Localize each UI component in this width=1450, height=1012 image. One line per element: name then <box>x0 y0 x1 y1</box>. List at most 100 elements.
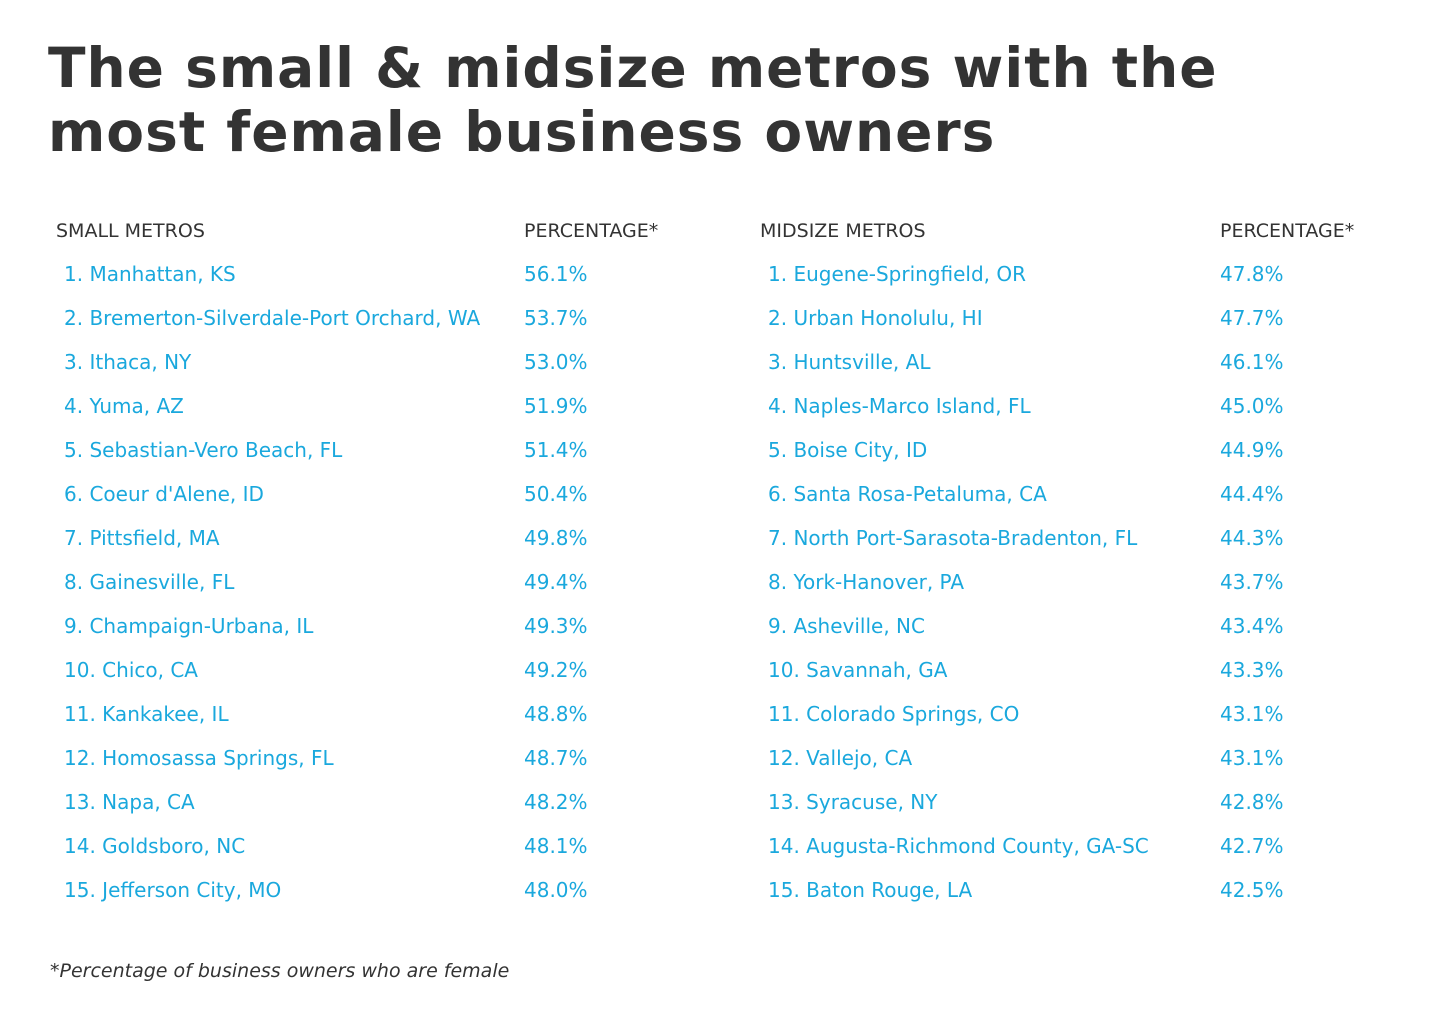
metro-label: Goldsboro, NC <box>102 834 246 858</box>
percentage-value: 48.0% <box>524 878 588 902</box>
rank-number: 6. <box>64 482 84 506</box>
percentage-value: 51.9% <box>524 394 588 418</box>
percentage-value: 44.4% <box>1220 482 1284 506</box>
percentage-value: 43.7% <box>1220 570 1284 594</box>
percentage-value: 42.8% <box>1220 790 1284 814</box>
metro-label: Naples-Marco Island, FL <box>793 394 1031 418</box>
rank-number: 8. <box>768 570 788 594</box>
rank-number: 9. <box>64 614 84 638</box>
metro-name: 7. North Port-Sarasota-Bradenton, FL <box>768 516 1137 560</box>
percentage-value: 48.8% <box>524 702 588 726</box>
rank-number: 3. <box>768 350 788 374</box>
percentage-value: 43.1% <box>1220 702 1284 726</box>
percentage-value: 56.1% <box>524 262 588 286</box>
rank-number: 14. <box>64 834 96 858</box>
percentage-value: 48.7% <box>524 746 588 770</box>
rank-number: 12. <box>768 746 800 770</box>
metro-label: Vallejo, CA <box>806 746 913 770</box>
metro-name: 5. Boise City, ID <box>768 428 927 472</box>
metro-name: 11. Colorado Springs, CO <box>768 692 1019 736</box>
metro-label: Kankakee, IL <box>102 702 229 726</box>
metro-name: 7. Pittsfield, MA <box>64 516 220 560</box>
metro-name: 13. Napa, CA <box>64 780 195 824</box>
rank-number: 7. <box>768 526 788 550</box>
metro-name: 15. Baton Rouge, LA <box>768 868 972 912</box>
metro-label: Boise City, ID <box>793 438 928 462</box>
metro-name: 5. Sebastian-Vero Beach, FL <box>64 428 342 472</box>
percentage-value: 48.2% <box>524 790 588 814</box>
percentage-value: 49.3% <box>524 614 588 638</box>
percentage-value: 47.7% <box>1220 306 1284 330</box>
rank-number: 6. <box>768 482 788 506</box>
rank-number: 10. <box>64 658 96 682</box>
percentage-value: 43.4% <box>1220 614 1284 638</box>
rank-number: 4. <box>64 394 84 418</box>
rank-number: 9. <box>768 614 788 638</box>
rank-number: 15. <box>64 878 96 902</box>
percentage-value: 49.4% <box>524 570 588 594</box>
metro-name: 1. Manhattan, KS <box>64 252 236 296</box>
rank-number: 1. <box>768 262 788 286</box>
percentage-value: 45.0% <box>1220 394 1284 418</box>
rank-number: 10. <box>768 658 800 682</box>
column-header-percentage: PERCENTAGE* <box>524 220 659 242</box>
rank-number: 13. <box>768 790 800 814</box>
footnote: *Percentage of business owners who are f… <box>50 960 510 982</box>
percentage-value: 49.2% <box>524 658 588 682</box>
percentage-value: 49.8% <box>524 526 588 550</box>
metro-label: Savannah, GA <box>806 658 948 682</box>
metro-label: North Port-Sarasota-Bradenton, FL <box>793 526 1138 550</box>
metro-name: 10. Savannah, GA <box>768 648 947 692</box>
rank-number: 8. <box>64 570 84 594</box>
metro-name: 8. Gainesville, FL <box>64 560 234 604</box>
metro-name: 15. Jefferson City, MO <box>64 868 281 912</box>
rank-number: 2. <box>768 306 788 330</box>
rank-number: 3. <box>64 350 84 374</box>
rank-number: 5. <box>64 438 84 462</box>
percentage-value: 47.8% <box>1220 262 1284 286</box>
metro-label: Napa, CA <box>102 790 195 814</box>
percentage-value: 53.0% <box>524 350 588 374</box>
metro-label: Huntsville, AL <box>793 350 931 374</box>
rank-number: 5. <box>768 438 788 462</box>
metro-name: 9. Asheville, NC <box>768 604 925 648</box>
metro-name: 2. Bremerton-Silverdale-Port Orchard, WA <box>64 296 480 340</box>
metro-label: Manhattan, KS <box>89 262 236 286</box>
metro-name: 10. Chico, CA <box>64 648 198 692</box>
percentage-value: 48.1% <box>524 834 588 858</box>
rank-number: 11. <box>768 702 800 726</box>
percentage-value: 42.5% <box>1220 878 1284 902</box>
metro-name: 11. Kankakee, IL <box>64 692 229 736</box>
rank-number: 12. <box>64 746 96 770</box>
metro-label: Gainesville, FL <box>89 570 235 594</box>
metro-label: Bremerton-Silverdale-Port Orchard, WA <box>89 306 481 330</box>
metro-name: 14. Goldsboro, NC <box>64 824 245 868</box>
metro-label: Baton Rouge, LA <box>806 878 973 902</box>
metro-label: Asheville, NC <box>793 614 925 638</box>
metro-label: Sebastian-Vero Beach, FL <box>89 438 343 462</box>
metro-name: 9. Champaign-Urbana, IL <box>64 604 313 648</box>
percentage-value: 42.7% <box>1220 834 1284 858</box>
rank-number: 14. <box>768 834 800 858</box>
column-header-metro: MIDSIZE METROS <box>760 220 926 242</box>
metro-label: Urban Honolulu, HI <box>793 306 983 330</box>
metro-name: 8. York-Hanover, PA <box>768 560 964 604</box>
rank-number: 4. <box>768 394 788 418</box>
metro-label: Champaign-Urbana, IL <box>89 614 314 638</box>
chart-title: The small & midsize metros with the most… <box>48 36 1218 164</box>
metro-name: 6. Santa Rosa-Petaluma, CA <box>768 472 1047 516</box>
rank-number: 7. <box>64 526 84 550</box>
metro-label: Yuma, AZ <box>89 394 184 418</box>
percentage-value: 46.1% <box>1220 350 1284 374</box>
metro-name: 14. Augusta-Richmond County, GA-SC <box>768 824 1149 868</box>
percentage-value: 43.3% <box>1220 658 1284 682</box>
metro-label: Santa Rosa-Petaluma, CA <box>793 482 1047 506</box>
metro-name: 13. Syracuse, NY <box>768 780 937 824</box>
metro-label: Augusta-Richmond County, GA-SC <box>806 834 1149 858</box>
column-header-percentage: PERCENTAGE* <box>1220 220 1355 242</box>
metro-name: 12. Vallejo, CA <box>768 736 912 780</box>
percentage-value: 53.7% <box>524 306 588 330</box>
percentage-value: 51.4% <box>524 438 588 462</box>
rank-number: 11. <box>64 702 96 726</box>
metro-name: 2. Urban Honolulu, HI <box>768 296 983 340</box>
